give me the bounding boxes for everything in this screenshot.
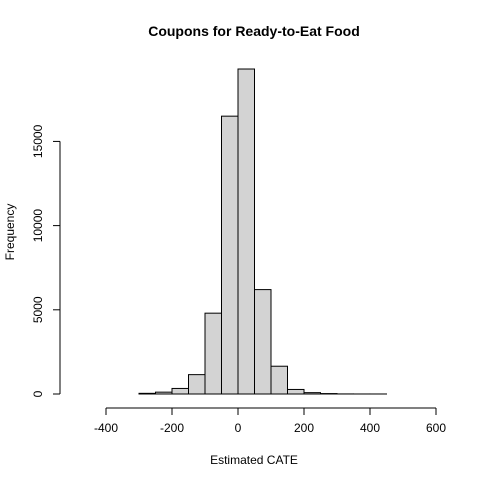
histogram-bar — [287, 388, 305, 395]
x-axis: -400 -200 0 200 400 600 — [94, 407, 446, 435]
x-tick-label: -200 — [160, 421, 184, 435]
x-axis-label: Estimated CATE — [210, 453, 298, 467]
histogram-bar — [237, 68, 255, 395]
chart-title: Coupons for Ready-to-Eat Food — [148, 23, 360, 39]
y-tick-label: 0 — [31, 390, 45, 397]
histogram-bar — [171, 387, 189, 395]
histogram-bar — [155, 391, 173, 395]
histogram-bar — [188, 374, 206, 395]
y-tick-label: 10000 — [31, 209, 45, 243]
x-tick-label: 400 — [360, 421, 380, 435]
y-tick-label: 15000 — [31, 124, 45, 158]
x-tick-label: 200 — [294, 421, 314, 435]
y-axis-label: Frequency — [3, 204, 17, 261]
histogram-bar — [138, 392, 156, 395]
histogram-bar — [270, 365, 288, 395]
histogram-bar — [254, 289, 272, 395]
histogram-bar — [204, 312, 222, 395]
x-tick-label: 600 — [426, 421, 446, 435]
x-tick-label: 0 — [235, 421, 242, 435]
bars-group — [138, 68, 387, 395]
histogram-bar — [221, 115, 239, 395]
y-axis: 0 5000 10000 15000 — [31, 124, 61, 397]
y-tick-label: 5000 — [31, 296, 45, 323]
histogram-bar — [303, 392, 321, 395]
x-tick-label: -400 — [94, 421, 118, 435]
